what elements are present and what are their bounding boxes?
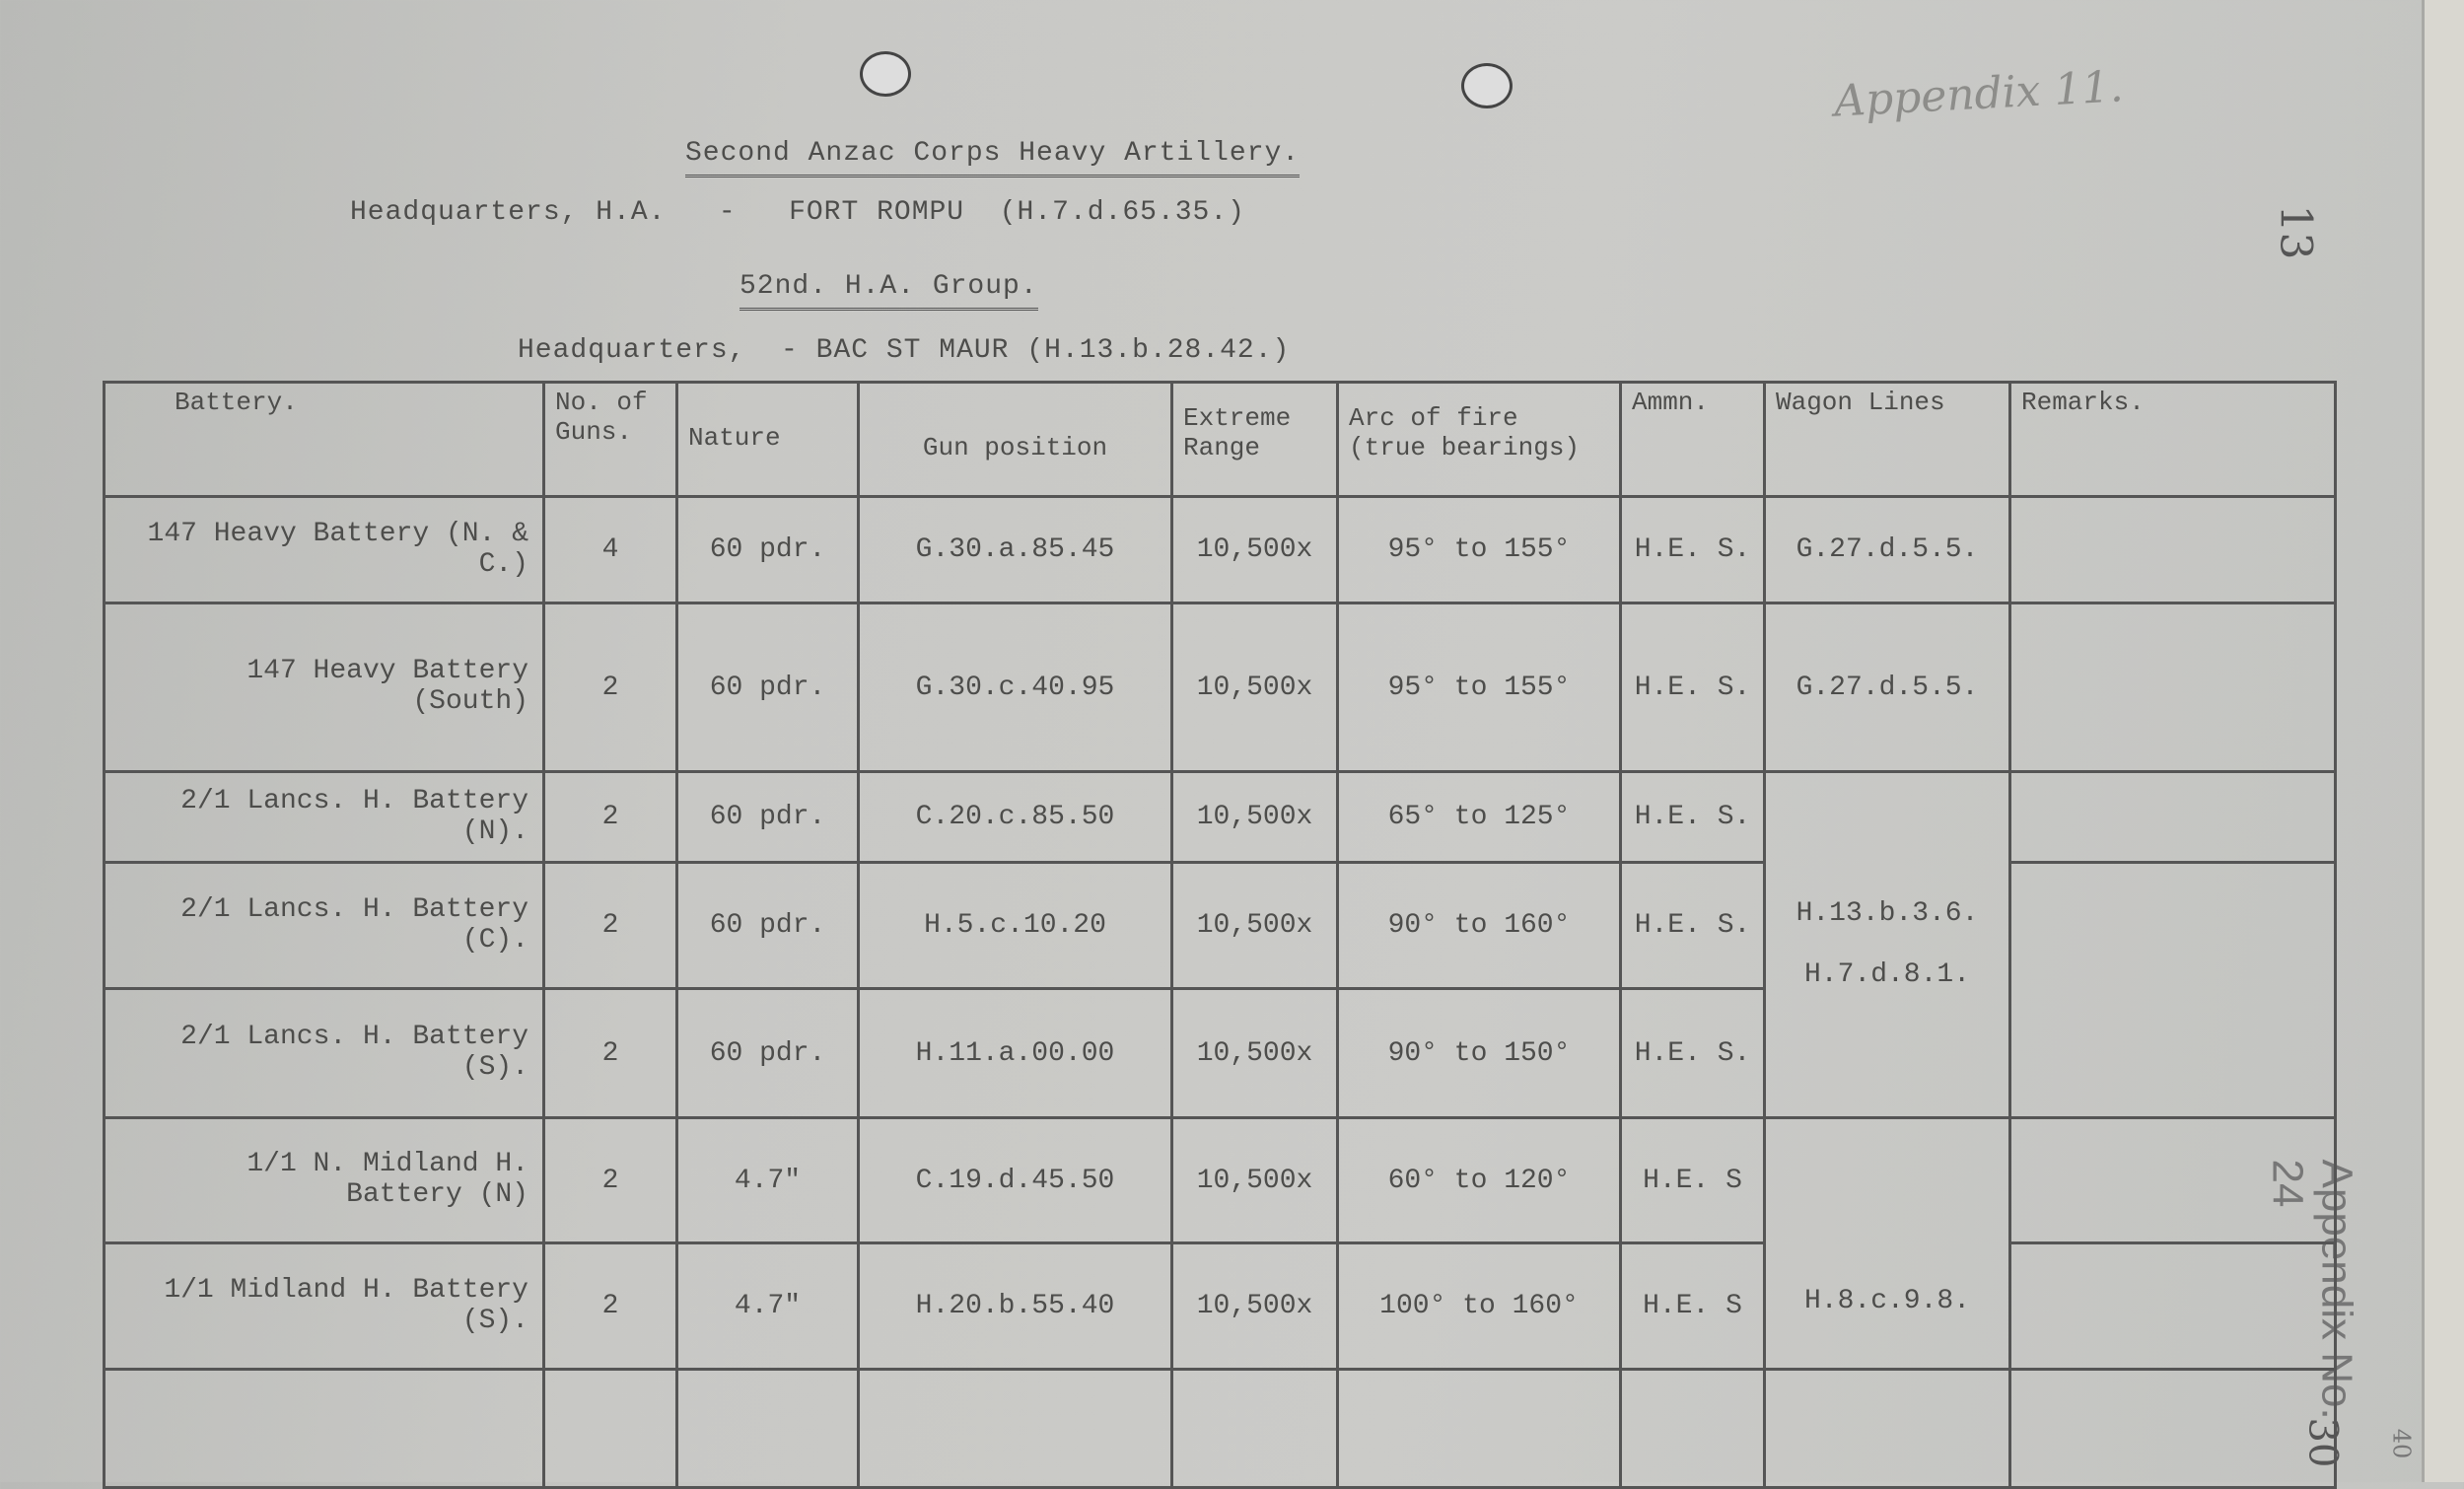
empty-cell [542,1368,678,1489]
battery-name: 147 Heavy Battery (South) [103,602,545,773]
gun-position: G.30.a.85.45 [857,495,1173,604]
battery-name: 2/1 Lancs. H. Battery (N). [103,770,545,864]
corner-number: 40 [2387,1428,2416,1459]
col-ammn: Ammn. [1619,381,1766,498]
group-title: 52nd. H.A. Group. [739,271,1038,311]
col-guns: No. of Guns. [542,381,678,498]
arc: 100° to 160° [1336,1241,1622,1371]
col-arc: Arc of fire (true bearings) [1336,381,1622,498]
table-header: Battery. No. of Guns. Nature Gun positio… [103,381,2337,498]
wagon-line: H.13.b.3.6. [1795,898,1979,930]
remarks [2008,602,2337,773]
gun-position: C.20.c.85.50 [857,770,1173,864]
col-wagon: Wagon Lines [1763,381,2011,498]
arc: 95° to 155° [1336,495,1622,604]
nature: 4.7" [675,1116,860,1244]
guns: 2 [542,1241,678,1371]
wagon-line: H.7.d.8.1. [1803,959,1971,990]
range: 10,500x [1170,987,1339,1119]
battery-table: Battery. No. of Guns. Nature Gun positio… [103,381,2337,1489]
gun-position: H.11.a.00.00 [857,987,1173,1119]
battery-name: 147 Heavy Battery (N. & C.) [103,495,545,604]
empty-cell [1336,1368,1622,1489]
arc: 60° to 120° [1336,1116,1622,1244]
range: 10,500x [1170,602,1339,773]
table-row: 147 Heavy Battery (N. & C.) 4 60 pdr. G.… [103,495,2337,604]
empty-cell [1170,1368,1339,1489]
battery-name: 1/1 Midland H. Battery (S). [103,1241,545,1371]
guns: 2 [542,987,678,1119]
ammn: H.E. S. [1619,770,1766,864]
paper-edge [2422,0,2464,1482]
remarks [2008,1116,2337,1244]
empty-cell [1619,1368,1766,1489]
col-position: Gun position [857,381,1173,498]
guns: 2 [542,1116,678,1244]
nature: 60 pdr. [675,987,860,1119]
empty-cell [857,1368,1173,1489]
nature: 60 pdr. [675,495,860,604]
wagon-lines: G.27.d.5.5. [1763,602,2011,773]
ammn: H.E. S [1619,1241,1766,1371]
table-row: 1/1 Midland H. Battery (S). 2 4.7" H.20.… [103,1241,2337,1371]
gun-position: H.5.c.10.20 [857,861,1173,990]
range: 10,500x [1170,1116,1339,1244]
table-row: 1/1 N. Midland H. Battery (N) 2 4.7" C.1… [103,1116,2337,1371]
page-number: 13 [2270,204,2321,260]
range: 10,500x [1170,1241,1339,1371]
appendix-note: Appendix 11. [1832,61,2125,127]
nature: 60 pdr. [675,770,860,864]
nature: 60 pdr. [675,602,860,773]
guns: 2 [542,602,678,773]
guns: 2 [542,770,678,864]
wagon-lines: H.8.c.9.8. [1763,1116,2011,1371]
guns: 4 [542,495,678,604]
ammn: H.E. S [1619,1116,1766,1244]
hq-line: Headquarters, H.A. - FORT ROMPU (H.7.d.6… [350,197,1245,228]
remarks [2008,495,2337,604]
col-nature: Nature [675,381,860,498]
table-row: 2/1 Lancs. H. Battery (S). 2 60 pdr. H.1… [103,987,2336,1119]
gun-position: G.30.c.40.95 [857,602,1173,773]
col-range: Extreme Range [1170,381,1339,498]
wagon-lines-lancs: H.13.b.3.6. H.7.d.8.1. [1763,770,2011,1119]
empty-cell [1763,1368,2011,1489]
col-battery: Battery. [103,381,545,498]
ammn: H.E. S. [1619,495,1766,604]
guns: 2 [542,861,678,990]
ammn: H.E. S. [1619,987,1766,1119]
arc: 90° to 150° [1336,987,1622,1119]
wagon-lines: G.27.d.5.5. [1763,495,2011,604]
punch-hole [860,51,911,97]
range: 10,500x [1170,770,1339,864]
group-hq-line: Headquarters, - BAC ST MAUR (H.13.b.28.4… [518,335,1291,366]
nature: 4.7" [675,1241,860,1371]
col-remarks: Remarks. [2008,381,2337,498]
remarks [2008,861,2337,1119]
arc: 95° to 155° [1336,602,1622,773]
empty-cell [2008,1368,2337,1489]
punch-hole [1461,63,1513,108]
range: 10,500x [1170,495,1339,604]
gun-position: H.20.b.55.40 [857,1241,1173,1371]
remarks [2008,1241,2337,1371]
empty-cell [675,1368,860,1489]
arc: 65° to 125° [1336,770,1622,864]
nature: 60 pdr. [675,861,860,990]
table-row: 2/1 Lancs. H. Battery (N). 2 60 pdr. C.2… [103,770,2337,1119]
remarks [2008,770,2337,864]
gun-position: C.19.d.45.50 [857,1116,1173,1244]
table-row: 2/1 Lancs. H. Battery (C). 2 60 pdr. H.5… [103,861,2337,1119]
battery-name: 2/1 Lancs. H. Battery (S). [103,987,545,1119]
table-row: 147 Heavy Battery (South) 2 60 pdr. G.30… [103,602,2337,773]
empty-row [103,1368,2337,1489]
ammn: H.E. S. [1619,602,1766,773]
empty-cell [103,1368,545,1489]
arc: 90° to 160° [1336,861,1622,990]
ammn: H.E. S. [1619,861,1766,990]
battery-name: 2/1 Lancs. H. Battery (C). [103,861,545,990]
range: 10,500x [1170,861,1339,990]
document-title: Second Anzac Corps Heavy Artillery. [685,138,1301,177]
battery-name: 1/1 N. Midland H. Battery (N) [103,1116,545,1244]
